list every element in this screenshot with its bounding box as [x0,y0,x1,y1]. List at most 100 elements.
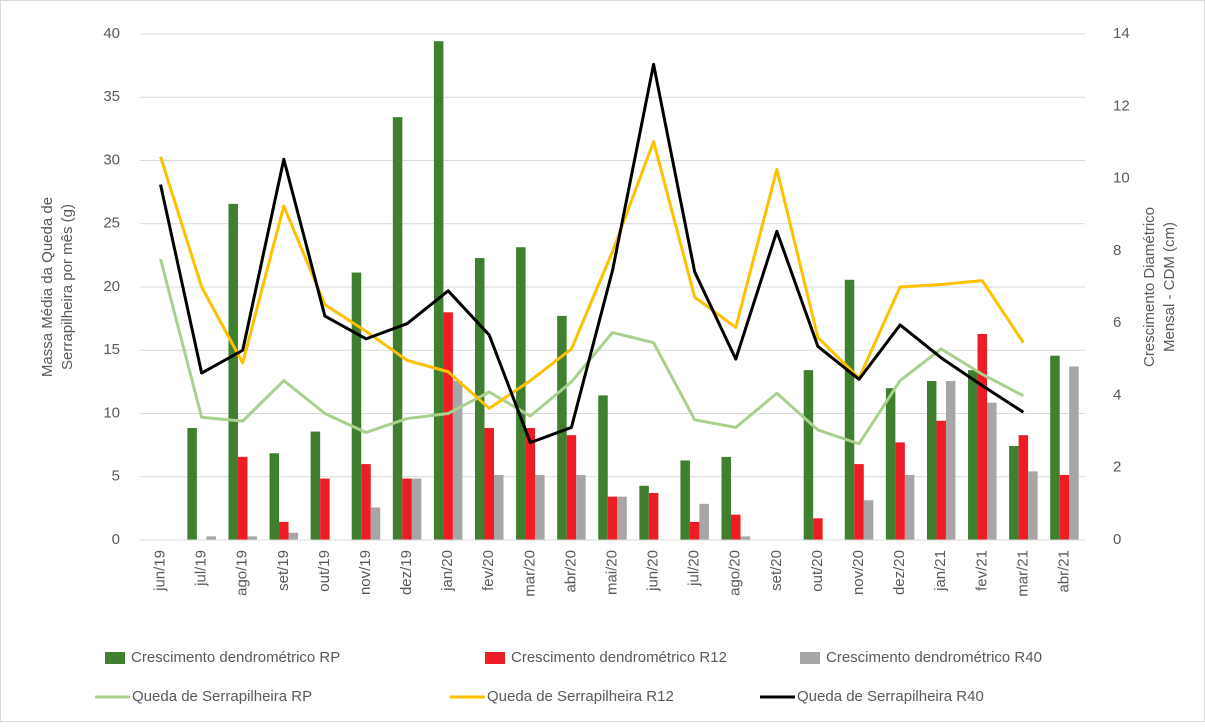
bar [228,203,238,540]
y2-tick-label: 8 [1113,242,1121,259]
bar [854,464,864,540]
y-axis-title: Massa Média da Queda de [39,197,56,377]
bar [617,496,627,540]
bar [813,518,823,540]
bar [484,427,494,540]
line-series [159,62,1025,445]
bar [310,431,321,540]
bar [699,503,709,540]
legend-label: Queda de Serrapilheira R12 [487,688,674,705]
bar [402,478,412,540]
bar [279,521,289,540]
bar [977,333,988,540]
legend-label: Crescimento dendrométrico R40 [826,649,1042,666]
bar [936,420,946,540]
bar [740,536,751,540]
bar [288,532,299,540]
x-tick-label: dez/20 [891,550,908,595]
bar [1018,435,1029,540]
y-tick-label: 40 [103,25,120,42]
bar [607,496,618,540]
x-tick-label: jan/21 [932,550,949,592]
x-tick-label: mar/20 [521,550,538,597]
bar [987,402,997,540]
y-tick-label: 25 [103,215,120,232]
bar [1009,446,1019,540]
y-tick-label: 5 [112,468,120,485]
bar [237,456,248,540]
y2-tick-label: 0 [1113,531,1121,548]
bar [731,514,741,540]
bar [187,427,197,540]
legend-label: Crescimento dendrométrico RP [131,649,340,666]
x-tick-label: out/19 [316,550,333,592]
bar [895,442,905,540]
bar [945,380,956,540]
x-tick-label: jun/20 [645,550,662,592]
bar [206,536,216,540]
bar [598,395,608,540]
bar [361,464,371,540]
bar [863,500,874,540]
legend-swatch [485,652,505,664]
bar [269,453,280,540]
y2-tick-label: 2 [1113,459,1121,476]
x-tick-label: abr/20 [562,550,579,593]
bar [370,507,381,540]
y2-tick-label: 6 [1113,314,1121,331]
y2-axis-title: Mensal - CDM (cm) [1161,222,1178,352]
legend-label: Queda de Serrapilheira R40 [797,688,984,705]
x-tick-label: jul/20 [686,550,703,587]
x-tick-label: fev/20 [480,550,497,591]
y2-tick-label: 4 [1113,386,1121,403]
x-tick-label: mar/21 [1014,550,1031,597]
y2-axis-title: Crescimento Diamétrico [1141,207,1158,367]
x-tick-label: fev/21 [973,550,990,591]
y-tick-label: 30 [103,151,120,168]
x-tick-label: ago/20 [727,550,744,596]
x-tick-label: jul/19 [193,550,210,587]
bar [968,370,978,540]
x-tick-label: nov/19 [357,550,374,595]
x-tick-label: abr/21 [1055,550,1072,593]
bar [247,536,257,540]
bar [525,427,536,540]
x-tick-label: jan/20 [439,550,456,592]
bar [721,456,732,540]
legend-label: Crescimento dendrométrico R12 [511,649,727,666]
y-tick-label: 20 [103,278,120,295]
y-tick-label: 15 [103,341,120,358]
bar [576,474,586,540]
y-tick-label: 10 [103,404,120,421]
x-tick-label: set/20 [768,550,785,591]
bar [320,478,330,540]
bar [433,41,444,540]
bar [689,521,700,540]
bar [443,312,453,540]
bar [885,388,896,540]
bar [803,370,814,540]
bar [1069,366,1079,540]
legend-label: Queda de Serrapilheira RP [132,688,312,705]
bar [452,380,463,540]
y2-tick-label: 14 [1113,25,1130,42]
bar [535,474,545,540]
x-tick-label: dez/19 [398,550,415,595]
x-tick-label: ago/19 [234,550,251,596]
bar [904,474,915,540]
line-series [159,258,1025,446]
y-tick-label: 35 [103,88,120,105]
bar [926,380,937,540]
line-series [159,140,1025,410]
bar [516,247,526,540]
bar [1028,471,1038,540]
y-tick-label: 0 [112,531,120,548]
x-tick-label: nov/20 [850,550,867,595]
bar [411,478,422,540]
bar [1059,474,1070,540]
bar [648,493,659,540]
bar [639,485,649,540]
bar [680,460,690,540]
